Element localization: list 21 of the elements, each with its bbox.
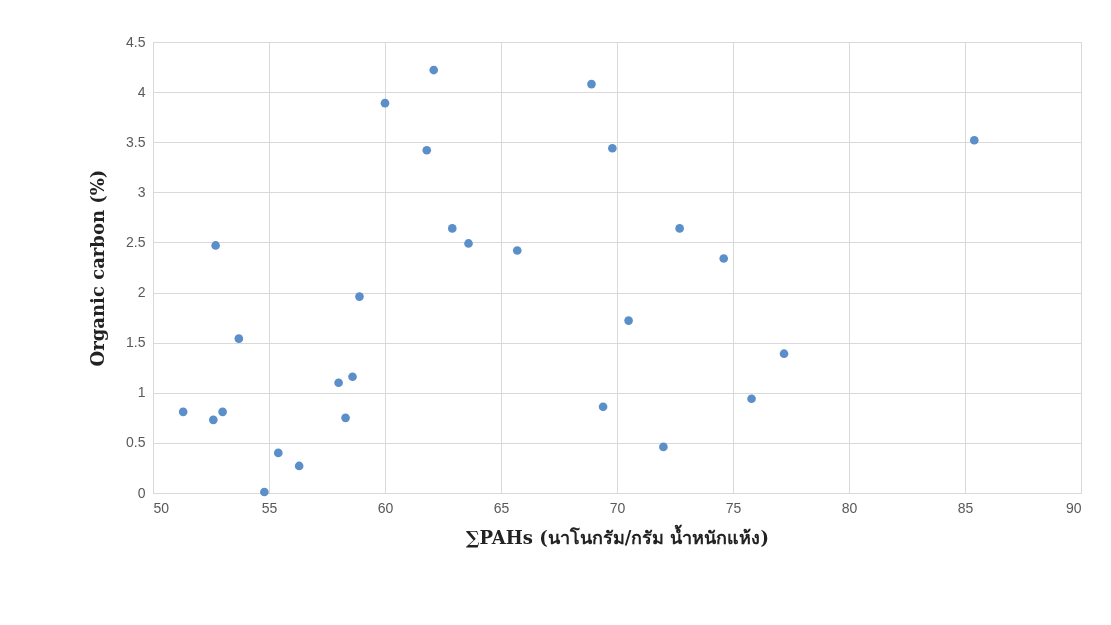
x-tick-label: 50 [153, 499, 170, 516]
x-tick-label: 70 [609, 499, 626, 516]
y-axis-title: Organic carbon (%) [87, 169, 109, 367]
x-axis-title: ∑PAHs (นาโนกรัม/กรัม น้ำหนักแห้ง) [465, 523, 770, 548]
y-tick-label: 3 [137, 183, 146, 200]
y-tick-label: 3.5 [126, 133, 146, 150]
y-tick-label: 1.5 [126, 334, 146, 351]
x-tick-label: 75 [725, 499, 742, 516]
x-tick-label: 55 [261, 499, 278, 516]
y-tick-label: 4.5 [126, 33, 146, 50]
y-tick-label: 4 [137, 83, 146, 100]
y-tick-label: 2.5 [126, 233, 146, 250]
y-tick-label: 1 [137, 384, 146, 401]
x-tick-label: 60 [377, 499, 394, 516]
x-tick-label: 90 [1065, 499, 1082, 516]
y-tick-label: 0.5 [126, 434, 146, 451]
y-tick-label: 2 [137, 284, 146, 301]
x-tick-label: 85 [957, 499, 974, 516]
x-tick-label: 80 [841, 499, 858, 516]
x-tick-label: 65 [493, 499, 510, 516]
y-tick-label: 0 [137, 484, 146, 501]
